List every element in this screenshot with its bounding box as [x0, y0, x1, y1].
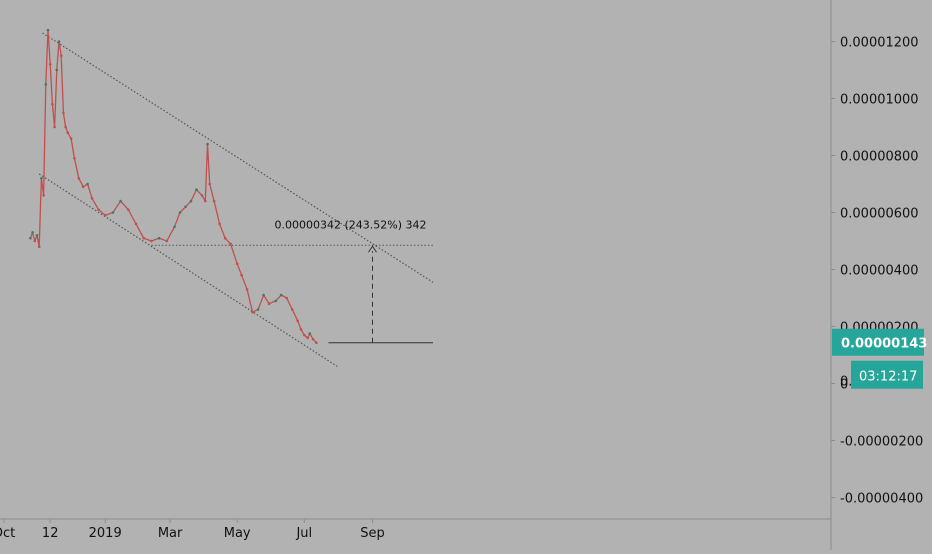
- price-point: [35, 234, 39, 237]
- countdown-value: 03:12:17: [859, 370, 917, 385]
- price-point: [31, 231, 34, 234]
- price-axis[interactable]: 0.00001200 0.00001000 0.00000800 0.00000600…: [831, 36, 923, 507]
- price-point: [178, 211, 182, 214]
- price-point: [290, 308, 294, 311]
- price-point: [285, 296, 289, 300]
- price-point: [251, 311, 254, 314]
- price-point: [77, 177, 81, 180]
- price-point: [267, 302, 271, 306]
- y-tick-label: 0.00000400: [840, 264, 919, 279]
- price-point: [81, 185, 85, 189]
- price-point: [218, 222, 221, 226]
- price-point: [303, 333, 306, 337]
- price-point: [223, 236, 227, 240]
- price-point: [53, 125, 56, 129]
- y-tick-label: 0.00001000: [840, 93, 919, 108]
- x-tick-label: Oct: [0, 526, 15, 541]
- price-point: [103, 214, 107, 217]
- price-point: [311, 338, 315, 341]
- y-tick-label: 0.00000600: [840, 207, 919, 222]
- price-point: [184, 205, 187, 209]
- channel-upper-line[interactable]: [42, 32, 434, 283]
- x-tick-label: 2019: [89, 526, 122, 541]
- y-tick-label: -0.00000400: [840, 492, 923, 507]
- price-point: [134, 222, 138, 226]
- measure-arrowhead: [368, 245, 377, 253]
- price-point: [150, 239, 153, 243]
- price-point: [229, 242, 232, 246]
- price-point: [57, 40, 61, 43]
- price-point: [37, 245, 41, 248]
- price-point: [308, 332, 312, 335]
- price-point: [29, 236, 32, 240]
- price-point: [51, 102, 54, 106]
- price-point: [111, 211, 115, 214]
- current-price-badge: [832, 328, 924, 356]
- price-point: [59, 54, 63, 58]
- price-point: [306, 336, 309, 340]
- x-tick-label: Mar: [158, 526, 183, 541]
- price-point: [46, 28, 50, 32]
- x-tick-label: May: [224, 526, 251, 541]
- price-point: [204, 199, 207, 203]
- y-tick-label: 0.00001200: [840, 36, 919, 51]
- y-tick-label: -0.00000200: [840, 435, 923, 450]
- x-tick-label: Sep: [360, 526, 385, 541]
- price-point: [235, 262, 239, 266]
- price-point: [142, 236, 145, 240]
- y-tick-label: 0: [840, 378, 848, 393]
- price-point: [66, 131, 70, 134]
- price-point: [299, 328, 303, 331]
- price-point: [69, 137, 73, 140]
- price-point: [97, 208, 100, 211]
- price-point: [157, 236, 161, 240]
- price-point: [64, 125, 67, 129]
- price-point: [33, 239, 37, 243]
- price-point: [240, 273, 243, 277]
- price-point: [165, 239, 169, 243]
- x-tick-label: 12: [42, 526, 59, 541]
- price-point: [279, 293, 283, 297]
- price-point: [119, 199, 122, 203]
- price-point: [127, 208, 130, 211]
- price-point: [62, 111, 65, 115]
- price-point: [195, 188, 198, 191]
- time-axis[interactable]: Oct 12 2019 Mar May Jul Sep: [0, 519, 385, 541]
- price-point: [274, 299, 278, 303]
- price-point: [44, 83, 48, 86]
- price-point: [73, 157, 76, 160]
- price-point: [208, 182, 211, 186]
- y-tick-label: 0.00000800: [840, 150, 919, 165]
- measure-label: 0.00000342 (243.52%) 342: [275, 218, 427, 231]
- price-point: [245, 288, 249, 291]
- price-point: [256, 308, 260, 311]
- price-point: [55, 68, 59, 72]
- countdown-badge: [851, 360, 923, 389]
- y-tick-label-partial: 0.: [840, 375, 852, 390]
- price-point: [90, 197, 94, 200]
- price-point: [42, 194, 45, 197]
- x-tick-label: Jul: [295, 526, 312, 541]
- price-point: [48, 63, 52, 66]
- price-point: [296, 319, 300, 323]
- price-point: [315, 341, 318, 345]
- price-point: [206, 142, 209, 146]
- price-point: [212, 199, 216, 203]
- price-point: [189, 199, 193, 203]
- price-point: [200, 194, 204, 197]
- current-price-value: 0.00000143: [841, 337, 927, 352]
- price-point: [40, 177, 43, 180]
- price-point: [86, 182, 89, 186]
- price-point: [262, 293, 265, 297]
- price-point: [173, 225, 176, 229]
